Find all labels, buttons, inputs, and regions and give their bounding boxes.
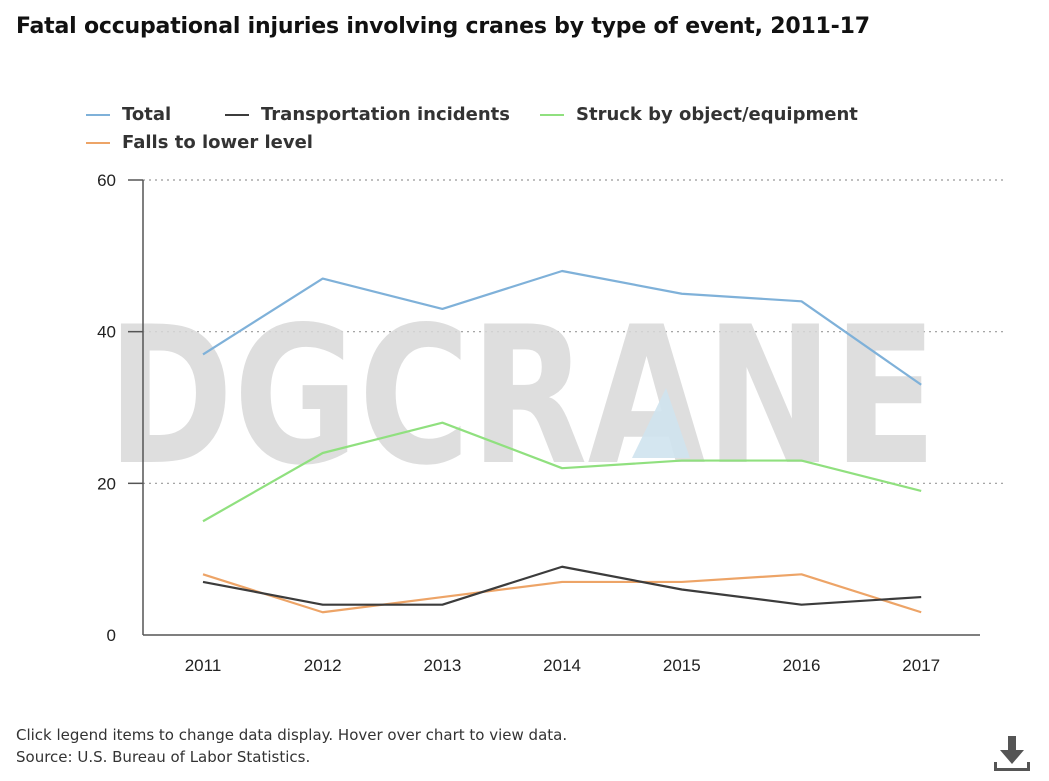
axes [128,179,980,636]
legend-swatch-falls [86,141,110,144]
watermark-text: DGCRANE [107,286,937,507]
x-tick-label: 2015 [663,656,701,675]
legend-item-transportation[interactable]: Transportation incidents [225,104,510,125]
watermark-triangle [632,388,690,458]
watermark: DGCRANE [107,286,937,507]
series-line-falls-to-lower-level[interactable] [202,573,922,614]
y-tick-label: 0 [107,626,116,645]
legend-swatch-struck [540,113,564,116]
series-line-struck-by-object-equipment[interactable] [202,421,922,523]
legend-item-falls[interactable]: Falls to lower level [86,132,313,153]
legend-swatch-transportation [225,113,249,116]
x-tick-label: 2013 [423,656,461,675]
series-line-transportation-incidents[interactable] [202,565,922,606]
y-tick-label: 60 [97,171,116,190]
x-tick-label: 2012 [304,656,342,675]
legend-label-total: Total [122,104,172,125]
y-tick-label: 20 [97,474,116,493]
y-tick-label: 40 [97,323,116,342]
line-chart[interactable]: DGCRANE 0 20 40 60 2011 2012 2013 2014 2015 2016 2… [0,0,1049,720]
x-tick-label: 2011 [185,656,222,675]
series-lines [202,269,922,614]
legend-item-struck[interactable]: Struck by object/equipment [540,104,858,125]
footer-source: Source: U.S. Bureau of Labor Statistics. [16,748,311,766]
legend-swatch-total [86,113,110,116]
legend-label-transportation: Transportation incidents [261,104,511,125]
download-icon [994,736,1030,771]
x-tick-label: 2014 [543,656,581,675]
legend-item-total[interactable]: Total [86,104,171,125]
legend-label-falls: Falls to lower level [122,132,313,153]
x-tick-label: 2017 [902,656,940,675]
x-tick-label: 2016 [783,656,821,675]
legend-label-struck: Struck by object/equipment [576,104,858,125]
series-line-total[interactable] [202,269,922,386]
chart-title: Fatal occupational injuries involving cr… [16,14,870,39]
tick-labels: 0 20 40 60 2011 2012 2013 2014 2015 2016 2017 [97,171,940,675]
download-button[interactable] [990,732,1034,776]
footer-notes: Click legend items to change data displa… [16,724,567,768]
footer-instructions: Click legend items to change data displa… [16,726,568,744]
